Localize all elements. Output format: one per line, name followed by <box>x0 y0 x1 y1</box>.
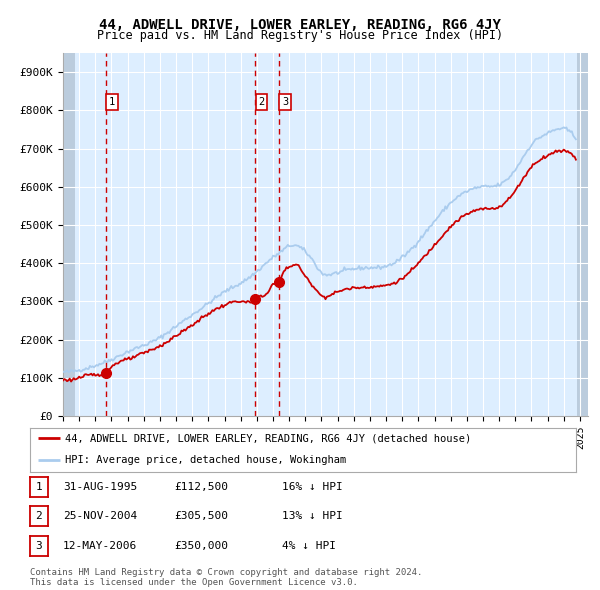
Text: 16% ↓ HPI: 16% ↓ HPI <box>282 482 343 491</box>
Text: Contains HM Land Registry data © Crown copyright and database right 2024.: Contains HM Land Registry data © Crown c… <box>30 568 422 576</box>
Text: 25-NOV-2004: 25-NOV-2004 <box>63 512 137 521</box>
Bar <box>63 53 75 416</box>
Text: Price paid vs. HM Land Registry's House Price Index (HPI): Price paid vs. HM Land Registry's House … <box>97 30 503 42</box>
Text: 12-MAY-2006: 12-MAY-2006 <box>63 541 137 550</box>
Bar <box>577 53 588 416</box>
Text: 44, ADWELL DRIVE, LOWER EARLEY, READING, RG6 4JY (detached house): 44, ADWELL DRIVE, LOWER EARLEY, READING,… <box>65 434 472 443</box>
Text: HPI: Average price, detached house, Wokingham: HPI: Average price, detached house, Woki… <box>65 455 347 464</box>
Text: 3: 3 <box>35 541 43 550</box>
Text: £350,000: £350,000 <box>174 541 228 550</box>
Text: 1: 1 <box>35 482 43 491</box>
Text: 2: 2 <box>35 512 43 521</box>
Text: 3: 3 <box>282 97 288 107</box>
Text: 4% ↓ HPI: 4% ↓ HPI <box>282 541 336 550</box>
Text: 1: 1 <box>109 97 115 107</box>
Text: £112,500: £112,500 <box>174 482 228 491</box>
Text: This data is licensed under the Open Government Licence v3.0.: This data is licensed under the Open Gov… <box>30 578 358 587</box>
Text: 2: 2 <box>258 97 265 107</box>
Text: 44, ADWELL DRIVE, LOWER EARLEY, READING, RG6 4JY: 44, ADWELL DRIVE, LOWER EARLEY, READING,… <box>99 18 501 32</box>
Text: £305,500: £305,500 <box>174 512 228 521</box>
Text: 13% ↓ HPI: 13% ↓ HPI <box>282 512 343 521</box>
Text: 31-AUG-1995: 31-AUG-1995 <box>63 482 137 491</box>
